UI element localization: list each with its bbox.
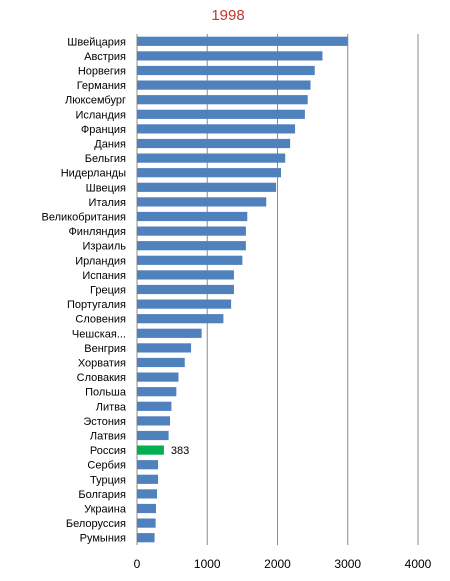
- bar-7: [137, 124, 296, 134]
- bar-10: [137, 168, 282, 178]
- bar-1: [137, 36, 348, 46]
- bar-8: [137, 138, 291, 149]
- bar-26: [137, 401, 172, 411]
- x-tick-label: 2000: [264, 557, 291, 571]
- bar-33: [137, 503, 156, 514]
- category-label: Великобритания: [42, 212, 127, 224]
- category-label: Франция: [81, 124, 126, 136]
- category-label: Ирландия: [75, 255, 126, 267]
- category-label: Италия: [89, 197, 127, 209]
- category-label: Чешская...: [72, 328, 126, 340]
- category-labels: Швейцария Австрия Норвегия Германия Люксембу…: [42, 36, 127, 544]
- category-label: Польша: [85, 387, 127, 399]
- category-label: Дания: [94, 139, 126, 151]
- category-label: Швейцария: [67, 36, 126, 48]
- bar-2: [137, 51, 323, 61]
- x-axis-ticks: 0 1000 2000 3000 4000: [134, 557, 432, 571]
- bar-28: [137, 430, 169, 441]
- bar-16: [137, 255, 243, 265]
- category-label: Турция: [90, 474, 126, 486]
- bar-9: [137, 153, 286, 163]
- category-label: Бельгия: [85, 153, 126, 165]
- bar-25: [137, 387, 177, 397]
- category-label: Эстония: [83, 416, 126, 428]
- bar-layer: [137, 36, 348, 543]
- bar-6: [137, 109, 305, 119]
- bar-5: [137, 95, 308, 105]
- bar-22: [137, 343, 192, 353]
- category-label: Сербия: [87, 460, 126, 472]
- category-label: Румыния: [80, 533, 126, 545]
- category-label: Литва: [96, 401, 127, 413]
- category-label: Словакия: [77, 372, 126, 384]
- chart-title: 1998: [211, 7, 244, 24]
- bar-18: [137, 284, 234, 295]
- bar-4: [137, 80, 311, 90]
- data-label: 383: [171, 445, 189, 457]
- category-label: Словения: [75, 314, 126, 326]
- bar-15: [137, 241, 246, 251]
- category-label: Португалия: [67, 299, 126, 311]
- bar-14: [137, 226, 246, 236]
- category-label: Россия: [90, 445, 126, 457]
- category-label: Швеция: [86, 182, 126, 194]
- category-label: Греция: [90, 285, 126, 297]
- bar-30: [137, 460, 159, 470]
- category-label: Финляндия: [68, 226, 126, 238]
- bar-3: [137, 65, 315, 76]
- bar-11: [137, 182, 277, 192]
- category-label: Хорватия: [78, 358, 126, 370]
- bar-13: [137, 211, 248, 222]
- category-label: Белоруссия: [66, 518, 126, 530]
- category-label: Нидерланды: [61, 168, 126, 180]
- category-label: Австрия: [84, 51, 126, 63]
- bar-21: [137, 328, 202, 338]
- grid-layer: [136, 34, 419, 545]
- category-label: Германия: [77, 80, 126, 92]
- bar-35: [137, 533, 155, 543]
- x-tick-label: 1000: [194, 557, 221, 571]
- bar-24: [137, 372, 179, 382]
- category-label: Норвегия: [78, 66, 126, 78]
- bar-29: [137, 445, 164, 455]
- bar-32: [137, 489, 158, 499]
- category-label: Болгария: [78, 489, 126, 501]
- category-label: Люксембург: [65, 95, 126, 107]
- x-tick-label: 4000: [405, 557, 432, 571]
- bar-19: [137, 299, 232, 309]
- bar-23: [137, 357, 185, 368]
- bar-20: [137, 314, 224, 324]
- x-tick-label: 3000: [334, 557, 361, 571]
- category-label: Испания: [82, 270, 126, 282]
- bar-31: [137, 474, 159, 484]
- bar-34: [137, 518, 156, 528]
- bar-27: [137, 416, 171, 426]
- category-label: Исландия: [75, 109, 126, 121]
- category-label: Украина: [84, 504, 127, 516]
- data-labels: 383: [171, 445, 189, 457]
- category-label: Латвия: [90, 431, 126, 443]
- x-tick-label: 0: [134, 557, 141, 571]
- bar-17: [137, 270, 234, 280]
- category-label: Израиль: [83, 241, 127, 253]
- bar-12: [137, 197, 267, 207]
- category-label: Венгрия: [84, 343, 126, 355]
